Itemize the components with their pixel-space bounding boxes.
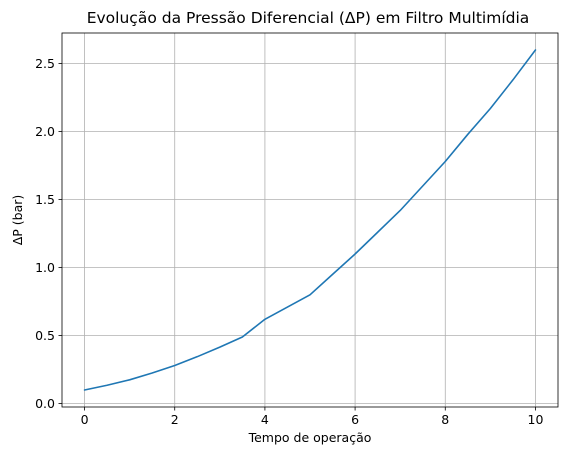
series-line	[83, 49, 537, 391]
x-tick-label: 10	[528, 412, 544, 427]
plot-frame	[61, 32, 559, 408]
x-axis-label: Tempo de operação	[248, 430, 372, 445]
y-tick-label: 0.0	[35, 396, 55, 411]
y-tick-label: 0.5	[35, 328, 55, 343]
y-axis-label: ΔP (bar)	[10, 195, 25, 246]
y-tick-label: 1.0	[35, 260, 55, 275]
x-ticks: 0 2 4 6 8 10	[81, 407, 544, 427]
chart-title: Evolução da Pressão Diferencial (ΔP) em …	[87, 9, 530, 27]
y-tick-label: 2.0	[35, 124, 55, 139]
x-tick-label: 0	[81, 412, 89, 427]
y-tick-label: 1.5	[35, 192, 55, 207]
x-tick-label: 2	[171, 412, 179, 427]
x-tick-label: 6	[351, 412, 359, 427]
y-ticks: 0.0 0.5 1.0 1.5 2.0 2.5	[35, 56, 62, 411]
x-tick-label: 8	[441, 412, 449, 427]
grid	[62, 33, 558, 407]
series-layer	[83, 49, 537, 391]
y-tick-label: 2.5	[35, 56, 55, 71]
x-tick-label: 4	[261, 412, 269, 427]
